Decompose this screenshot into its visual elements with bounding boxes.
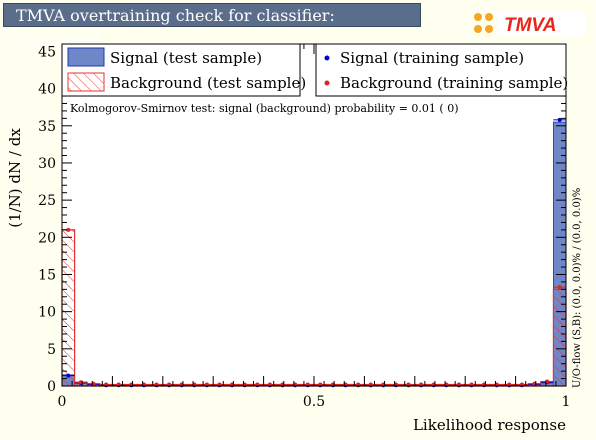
- background-test-bar: [61, 229, 76, 387]
- logo-dot: [485, 25, 493, 33]
- background-training-point: [557, 285, 562, 290]
- logo-bg: [498, 12, 586, 36]
- legend: Signal (test sample) Background (test sam…: [61, 43, 568, 97]
- logo-dot: [474, 13, 482, 21]
- signal-training-point: [66, 373, 71, 378]
- y-axis-title: (1/N) dN / dx: [6, 128, 24, 228]
- y-tick-label: 10: [38, 305, 56, 321]
- legend-swatch-signal-test: [67, 47, 105, 67]
- legend-marker-background-training: [324, 80, 330, 86]
- tmva-logo: TMVA: [474, 12, 586, 36]
- legend-label: Background (training sample): [340, 74, 568, 92]
- legend-label: Background (test sample): [110, 74, 306, 92]
- x-tick-label: 0.5: [303, 394, 325, 410]
- y-tick-label: 0: [47, 379, 56, 395]
- legend-label: Signal (training sample): [340, 49, 524, 67]
- y-tick-label: 20: [38, 230, 56, 246]
- y-tick-label: 5: [47, 342, 56, 358]
- plot-area: 0 5 10 15 20 25 30 35 40 45 0 0.5 1: [38, 43, 571, 410]
- legend-marker-signal-training: [324, 55, 330, 61]
- y-tick-label: 30: [38, 156, 56, 172]
- y-tick-label: 25: [38, 193, 56, 209]
- y-tick-label: 40: [38, 82, 56, 98]
- plot-background: [62, 44, 566, 386]
- ks-test-label: Kolmogorov-Smirnov test: signal (backgro…: [70, 102, 458, 115]
- y-tick-label: 35: [38, 119, 56, 135]
- logo-text: TMVA: [504, 15, 556, 36]
- y-tick-label: 15: [38, 267, 56, 283]
- logo-dot: [474, 25, 482, 33]
- legend-swatch-background-test: [67, 72, 105, 92]
- legend-label: Signal (test sample): [110, 49, 262, 67]
- background-training-point: [66, 227, 71, 232]
- y-tick-label: 45: [38, 44, 56, 60]
- x-tick-label: 1: [562, 394, 571, 410]
- logo-dot: [485, 13, 493, 21]
- x-tick-label: 0: [58, 394, 67, 410]
- chart-title: TMVA overtraining check for classifier: …: [3, 3, 421, 49]
- signal-training-point: [557, 117, 562, 122]
- legend-box: [315, 43, 567, 97]
- overflow-label: U/O-flow (S,B): (0.0, 0.0)% / (0.0, 0.0)…: [572, 188, 583, 388]
- x-axis-title: Likelihood response: [413, 416, 566, 434]
